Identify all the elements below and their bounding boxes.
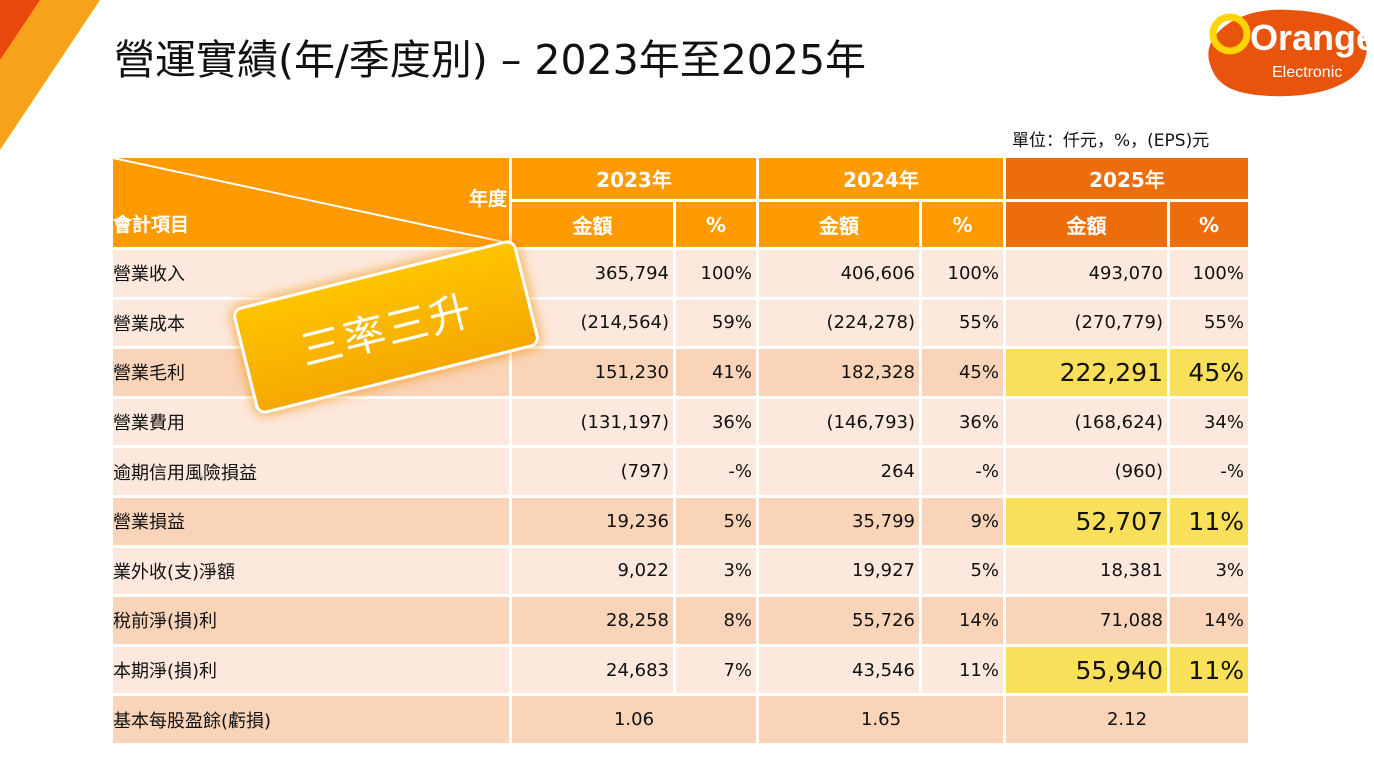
eps-cell-2024: 1.65 xyxy=(756,693,1006,746)
amount-cell: (270,779) xyxy=(1003,296,1170,350)
pct-cell: 36% xyxy=(673,395,759,449)
table-row-eps: 基本每股盈餘(虧損) 1.06 1.65 2.12 xyxy=(110,693,1251,746)
row-label: 營業費用 xyxy=(110,395,512,449)
highlight-amount-cell: 55,940 xyxy=(1003,643,1170,697)
year-header-2023: 2023年 xyxy=(509,155,759,202)
financial-table: 年度 會計項目 2023年 2024年 2025年 金額 % 金額 % 金額 %… xyxy=(110,155,1251,746)
highlight-amount-cell: 222,291 xyxy=(1003,346,1170,399)
amount-cell: 264 xyxy=(756,445,922,498)
pct-cell: 45% xyxy=(919,346,1006,399)
pct-cell: 5% xyxy=(919,544,1006,598)
amount-cell: 43,546 xyxy=(756,643,922,697)
pct-header: % xyxy=(673,199,759,250)
amount-cell: 9,022 xyxy=(509,544,676,598)
header-corner: 年度 會計項目 xyxy=(110,155,512,250)
amount-cell: (131,197) xyxy=(509,395,676,449)
pct-cell: 3% xyxy=(1167,544,1251,598)
pct-cell: 100% xyxy=(1167,247,1251,300)
amount-header: 金額 xyxy=(1003,199,1170,250)
amount-cell: 35,799 xyxy=(756,494,922,548)
pct-cell: 59% xyxy=(673,296,759,350)
pct-cell: 14% xyxy=(1167,594,1251,647)
table-row: 營業損益 19,236 5% 35,799 9% 52,707 11% xyxy=(110,494,1251,548)
amount-cell: 151,230 xyxy=(509,346,676,399)
amount-cell: (960) xyxy=(1003,445,1170,498)
eps-cell-2023: 1.06 xyxy=(509,693,759,746)
highlight-amount-cell: 52,707 xyxy=(1003,494,1170,548)
highlight-pct-cell: 11% xyxy=(1167,643,1251,697)
year-header-2024: 2024年 xyxy=(756,155,1006,202)
pct-cell: 7% xyxy=(673,643,759,697)
amount-cell: 406,606 xyxy=(756,247,922,300)
amount-header: 金額 xyxy=(509,199,676,250)
eps-cell-2025: 2.12 xyxy=(1003,693,1251,746)
orange-electronic-logo: Orange Electronic xyxy=(1208,9,1370,97)
pct-header: % xyxy=(1167,199,1251,250)
amount-cell: 182,328 xyxy=(756,346,922,399)
amount-cell: 365,794 xyxy=(509,247,676,300)
page-title: 營運實績(年/季度別) – 2023年至2025年 xyxy=(114,36,867,84)
pct-cell: 55% xyxy=(919,296,1006,350)
row-label: 營業損益 xyxy=(110,494,512,548)
amount-cell: (214,564) xyxy=(509,296,676,350)
amount-cell: (224,278) xyxy=(756,296,922,350)
amount-cell: 19,927 xyxy=(756,544,922,598)
amount-cell: (168,624) xyxy=(1003,395,1170,449)
pct-cell: 41% xyxy=(673,346,759,399)
stamp-text: 三率三升 xyxy=(295,284,479,375)
highlight-pct-cell: 11% xyxy=(1167,494,1251,548)
row-label: 業外收(支)淨額 xyxy=(110,544,512,598)
corner-decoration xyxy=(0,0,100,150)
table-row: 逾期信用風險損益 (797) -% 264 -% (960) -% xyxy=(110,445,1251,498)
amount-cell: 24,683 xyxy=(509,643,676,697)
pct-cell: 3% xyxy=(673,544,759,598)
item-axis-label: 會計項目 xyxy=(113,214,190,236)
amount-cell: 19,236 xyxy=(509,494,676,548)
amount-cell: 71,088 xyxy=(1003,594,1170,647)
amount-cell: (146,793) xyxy=(756,395,922,449)
table-row: 本期淨(損)利 24,683 7% 43,546 11% 55,940 11% xyxy=(110,643,1251,697)
pct-cell: 55% xyxy=(1167,296,1251,350)
table-row: 營業費用 (131,197) 36% (146,793) 36% (168,62… xyxy=(110,395,1251,449)
table-row: 營業收入 365,794 100% 406,606 100% 493,070 1… xyxy=(110,247,1251,300)
pct-cell: 100% xyxy=(919,247,1006,300)
pct-cell: 11% xyxy=(919,643,1006,697)
pct-header: % xyxy=(919,199,1006,250)
pct-cell: -% xyxy=(919,445,1006,498)
pct-cell: 5% xyxy=(673,494,759,548)
pct-cell: 34% xyxy=(1167,395,1251,449)
amount-cell: (797) xyxy=(509,445,676,498)
year-axis-label: 年度 xyxy=(468,188,507,210)
pct-cell: 9% xyxy=(919,494,1006,548)
logo-brand: Orange xyxy=(1250,17,1370,58)
amount-cell: 18,381 xyxy=(1003,544,1170,598)
amount-cell: 55,726 xyxy=(756,594,922,647)
pct-cell: 36% xyxy=(919,395,1006,449)
pct-cell: -% xyxy=(673,445,759,498)
highlight-pct-cell: 45% xyxy=(1167,346,1251,399)
amount-cell: 28,258 xyxy=(509,594,676,647)
row-label: 逾期信用風險損益 xyxy=(110,445,512,498)
unit-note: 單位：仟元，%，(EPS)元 xyxy=(1012,131,1210,151)
year-header-2025: 2025年 xyxy=(1003,155,1251,202)
amount-cell: 493,070 xyxy=(1003,247,1170,300)
logo-sub: Electronic xyxy=(1272,64,1342,81)
table-row: 業外收(支)淨額 9,022 3% 19,927 5% 18,381 3% xyxy=(110,544,1251,598)
row-label: 基本每股盈餘(虧損) xyxy=(110,693,512,746)
row-label: 稅前淨(損)利 xyxy=(110,594,512,647)
table-row: 稅前淨(損)利 28,258 8% 55,726 14% 71,088 14% xyxy=(110,594,1251,647)
pct-cell: 14% xyxy=(919,594,1006,647)
row-label: 本期淨(損)利 xyxy=(110,643,512,697)
pct-cell: -% xyxy=(1167,445,1251,498)
pct-cell: 8% xyxy=(673,594,759,647)
amount-header: 金額 xyxy=(756,199,922,250)
pct-cell: 100% xyxy=(673,247,759,300)
